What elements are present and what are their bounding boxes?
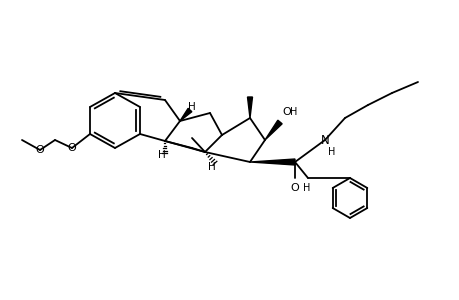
Text: H: H — [327, 147, 335, 157]
Text: H: H — [158, 150, 166, 160]
Polygon shape — [249, 159, 294, 165]
Text: O: O — [67, 143, 76, 153]
Text: H: H — [302, 183, 310, 193]
Polygon shape — [179, 108, 191, 121]
Polygon shape — [264, 120, 281, 140]
Text: O: O — [290, 183, 299, 193]
Text: H: H — [188, 102, 196, 112]
Text: H: H — [207, 162, 215, 172]
Text: O: O — [281, 107, 290, 117]
Text: N: N — [320, 134, 329, 146]
Polygon shape — [247, 97, 252, 118]
Text: H: H — [289, 107, 297, 117]
Text: O: O — [35, 145, 44, 155]
